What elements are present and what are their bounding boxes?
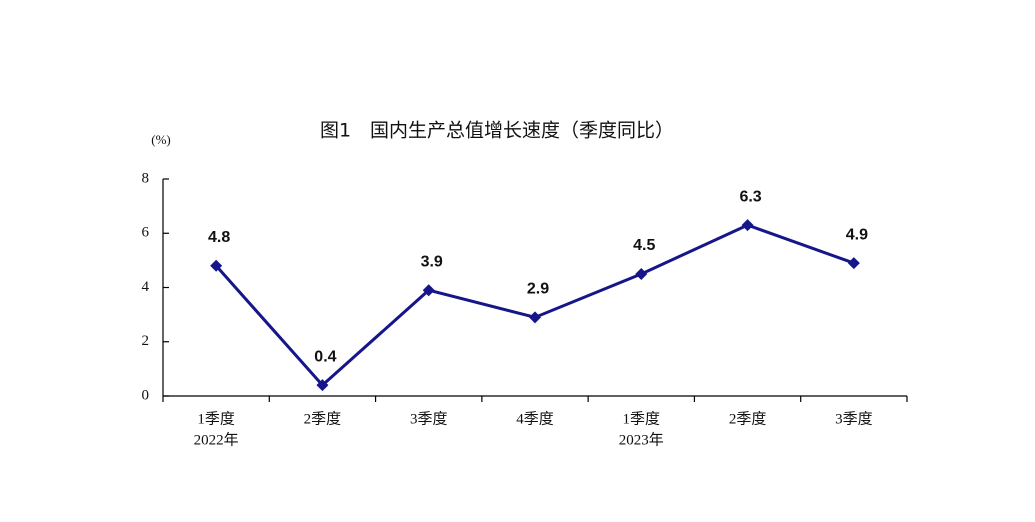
data-label: 4.8 xyxy=(208,229,230,246)
marker xyxy=(529,311,541,324)
marker xyxy=(635,267,648,280)
year-label: 2022年 xyxy=(194,431,239,448)
marker xyxy=(210,259,223,272)
year-label: 2023年 xyxy=(619,431,664,448)
y-tick-label: 2 xyxy=(142,333,150,349)
data-label: 3.9 xyxy=(421,253,443,270)
x-tick-label: 3季度 xyxy=(410,410,448,427)
line xyxy=(215,223,855,388)
x-tick-label: 2季度 xyxy=(729,410,767,427)
y-tick-label: 8 xyxy=(142,170,150,186)
y-tick-label: 6 xyxy=(142,225,150,241)
x-tick-label: 1季度 xyxy=(197,410,235,427)
data-label: 0.4 xyxy=(314,348,336,365)
data-label: 6.3 xyxy=(739,188,761,205)
marker xyxy=(847,257,860,270)
chart-title: 图1 国内生产总值增长速度（季度同比） xyxy=(320,120,674,142)
y-tick-label: 4 xyxy=(142,279,150,295)
y-tick-label: 0 xyxy=(142,387,150,403)
x-tick-label: 2季度 xyxy=(304,410,342,427)
x-tick-label: 3季度 xyxy=(835,410,873,427)
marker xyxy=(422,284,435,297)
data-label: 2.9 xyxy=(527,281,549,298)
marker xyxy=(741,219,754,232)
marker xyxy=(316,379,329,392)
y-axis-label: (%) xyxy=(151,132,171,147)
x-tick-label: 1季度 xyxy=(623,410,661,427)
data-label: 4.5 xyxy=(633,237,655,254)
x-tick-label: 4季度 xyxy=(516,410,554,427)
data-label: 4.9 xyxy=(846,226,868,243)
